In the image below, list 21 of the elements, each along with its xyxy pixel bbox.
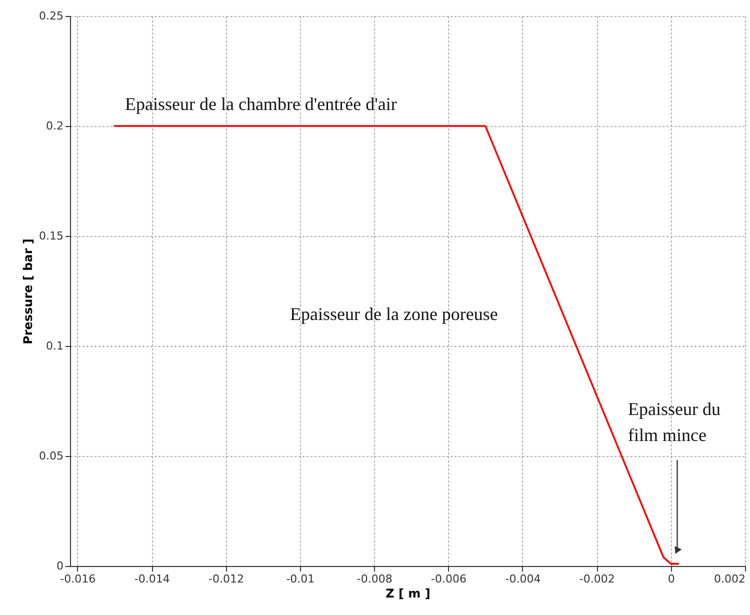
y-tick-label: 0.1: [46, 340, 64, 352]
x-tick-label: -0.01: [286, 572, 315, 586]
annotation: Epaisseur de la chambre d'entrée d'air: [125, 94, 397, 114]
x-tick-label: -0.006: [431, 572, 467, 586]
y-axis-title: Pressure [ bar ]: [21, 238, 36, 344]
y-tick-label: 0.2: [46, 120, 64, 132]
x-tick-label: -0.016: [60, 572, 96, 586]
x-tick-label: -0.008: [356, 572, 392, 586]
y-tick-label: 0.05: [39, 450, 64, 462]
x-tick-label: -0.012: [208, 572, 244, 586]
x-tick-label: -0.004: [505, 572, 541, 586]
y-tick-label: 0.25: [39, 10, 64, 22]
x-tick-label: -0.002: [579, 572, 615, 586]
y-tick-label: 0.15: [39, 230, 64, 242]
x-tick-label: 0: [668, 572, 675, 586]
x-tick-label: -0.014: [134, 572, 170, 586]
y-tick-label: 0: [56, 560, 64, 572]
x-axis-title: Z [ m ]: [386, 586, 430, 600]
annotation: Epaisseur du film mince: [628, 399, 720, 445]
x-tick-label: 0.002: [714, 572, 746, 586]
annotation: Epaisseur de la zone poreuse: [290, 304, 498, 324]
